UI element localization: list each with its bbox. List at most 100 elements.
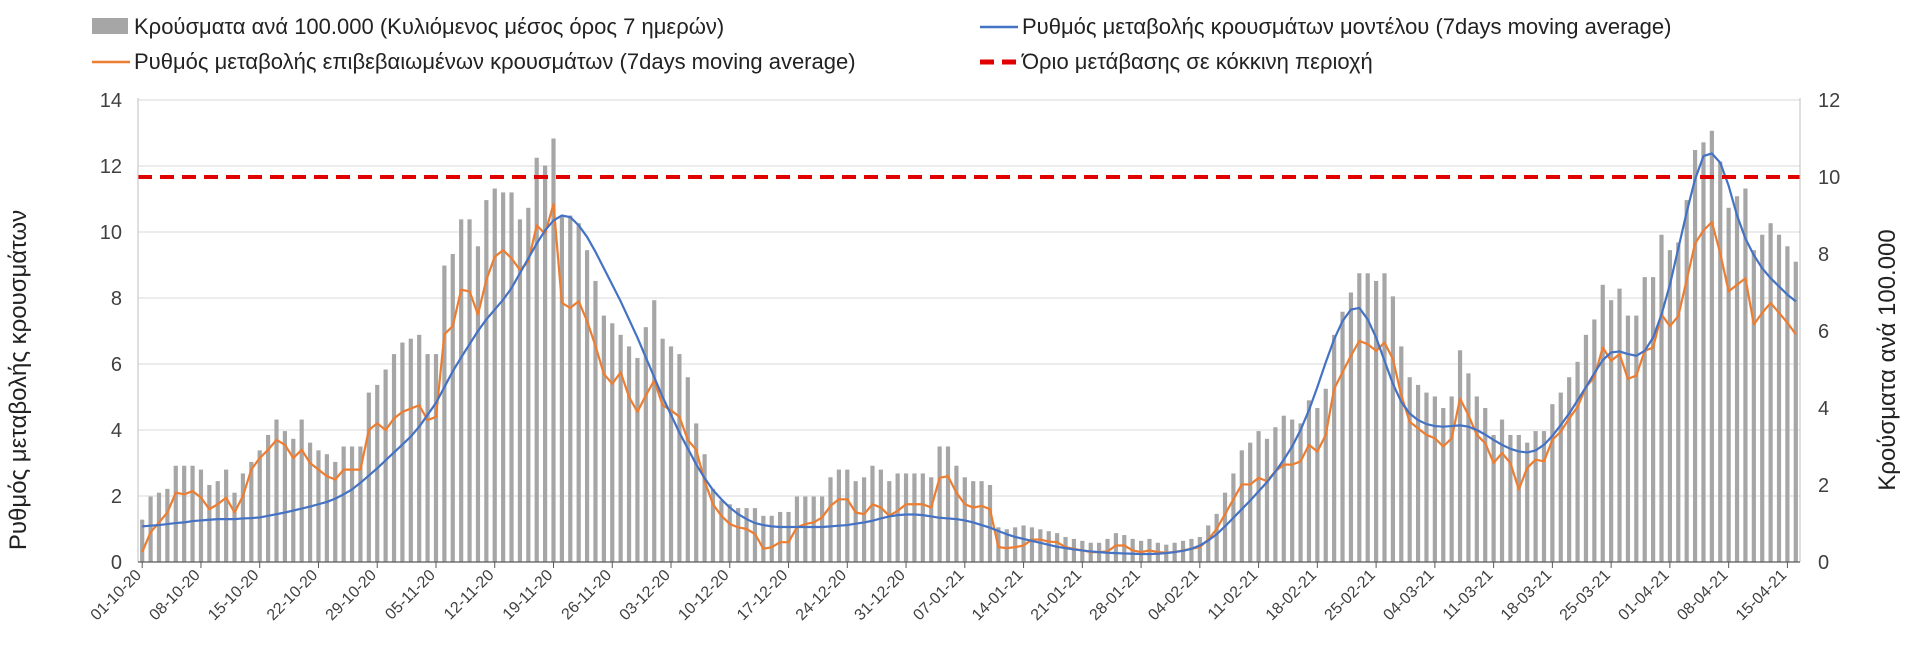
bar <box>677 354 682 562</box>
bar <box>1575 361 1580 562</box>
bar <box>887 481 892 562</box>
bar <box>324 454 329 562</box>
bar <box>1348 292 1354 562</box>
bar <box>1567 377 1572 562</box>
bar <box>987 485 993 562</box>
bar <box>299 419 304 562</box>
bar <box>1516 434 1521 562</box>
bar <box>190 465 195 562</box>
y-left-tick-label: 12 <box>100 156 122 178</box>
y-right-tick-label: 12 <box>1818 90 1840 112</box>
y-right-axis-title: Κρούσματα ανά 100.000 <box>1874 229 1901 491</box>
bar <box>568 215 573 562</box>
bar <box>778 511 783 562</box>
bar <box>1785 246 1790 563</box>
bar <box>1768 223 1773 562</box>
bar <box>945 446 951 562</box>
bar <box>1029 527 1035 562</box>
bar <box>1734 196 1740 562</box>
bar <box>408 338 413 562</box>
bar <box>459 219 464 562</box>
bar <box>702 454 707 562</box>
bar <box>845 469 850 562</box>
legend: Κρούσματα ανά 100.000 (Κυλιόμενος μέσος … <box>92 14 1671 74</box>
bar <box>1793 261 1798 562</box>
bar <box>156 492 162 562</box>
legend-item-model-line: Ρυθμός μεταβολής κρουσμάτων μοντέλου (7d… <box>980 14 1671 39</box>
bar <box>559 215 564 562</box>
bar <box>853 481 858 562</box>
bar <box>1776 234 1782 562</box>
bar <box>333 461 338 562</box>
bar <box>1021 525 1026 562</box>
bar <box>1264 438 1270 562</box>
bar <box>769 515 774 562</box>
bar <box>165 488 170 562</box>
bar <box>509 192 514 562</box>
y-right-tick-label: 2 <box>1818 475 1829 497</box>
bar <box>1651 277 1656 562</box>
bar <box>274 419 279 562</box>
y-right-tick-label: 0 <box>1818 552 1829 574</box>
bar <box>828 477 833 562</box>
bar <box>543 165 548 562</box>
bar <box>140 519 145 562</box>
bar <box>618 334 623 562</box>
bar <box>215 481 220 562</box>
bar <box>1432 396 1437 562</box>
bar <box>685 377 690 562</box>
bar <box>1290 419 1295 562</box>
y-right-tick-label: 4 <box>1818 398 1829 420</box>
bar <box>1751 250 1756 562</box>
bar <box>1063 536 1068 562</box>
line-series <box>138 152 1800 556</box>
bar <box>1407 377 1412 562</box>
bar <box>719 500 724 562</box>
bar <box>811 496 816 562</box>
bar <box>1491 434 1496 562</box>
bar <box>710 488 716 562</box>
legend-label-model: Ρυθμός μεταβολής κρουσμάτων μοντέλου (7d… <box>1022 14 1671 39</box>
bar <box>349 446 355 562</box>
legend-item-threshold: Όριο μετάβασης σε κόκκινη περιοχή <box>980 49 1373 74</box>
bar <box>1701 142 1706 562</box>
bar <box>1239 450 1244 562</box>
bar <box>626 346 632 562</box>
bar <box>1298 423 1303 562</box>
bar <box>601 315 606 562</box>
bar <box>1508 434 1513 562</box>
bar <box>1306 400 1312 562</box>
bar <box>584 250 590 562</box>
bar <box>1684 200 1689 562</box>
bar <box>727 504 732 562</box>
bar <box>1273 427 1278 562</box>
bar <box>1659 234 1664 562</box>
legend-label-cases: Κρούσματα ανά 100.000 (Κυλιόμενος μέσος … <box>134 14 724 39</box>
legend-label-threshold: Όριο μετάβασης σε κόκκινη περιοχή <box>1021 49 1373 74</box>
bar <box>1709 130 1714 563</box>
bar <box>861 477 867 562</box>
bar <box>1214 513 1219 563</box>
bar <box>1499 419 1505 562</box>
bar <box>1365 273 1370 562</box>
bar <box>1004 529 1009 562</box>
bar <box>442 265 447 562</box>
bar <box>954 465 959 562</box>
y-right-tick-label: 6 <box>1818 321 1829 343</box>
bar <box>433 354 439 562</box>
bar <box>1466 373 1471 562</box>
bar <box>1483 408 1488 562</box>
bar <box>307 442 313 562</box>
bar <box>1692 150 1698 563</box>
bar <box>249 461 254 562</box>
y-left-axis-title: Ρυθμός μεταβολής κρουσμάτων <box>5 210 32 550</box>
y-left-tick-label: 14 <box>100 90 122 112</box>
bar <box>501 192 506 562</box>
bar <box>366 392 371 562</box>
bar <box>534 157 539 562</box>
bar <box>1541 431 1547 562</box>
bar <box>1533 431 1538 562</box>
bar <box>903 473 909 562</box>
legend-item-confirmed-line: Ρυθμός μεταβολής επιβεβαιωμένων κρουσμάτ… <box>92 49 856 74</box>
